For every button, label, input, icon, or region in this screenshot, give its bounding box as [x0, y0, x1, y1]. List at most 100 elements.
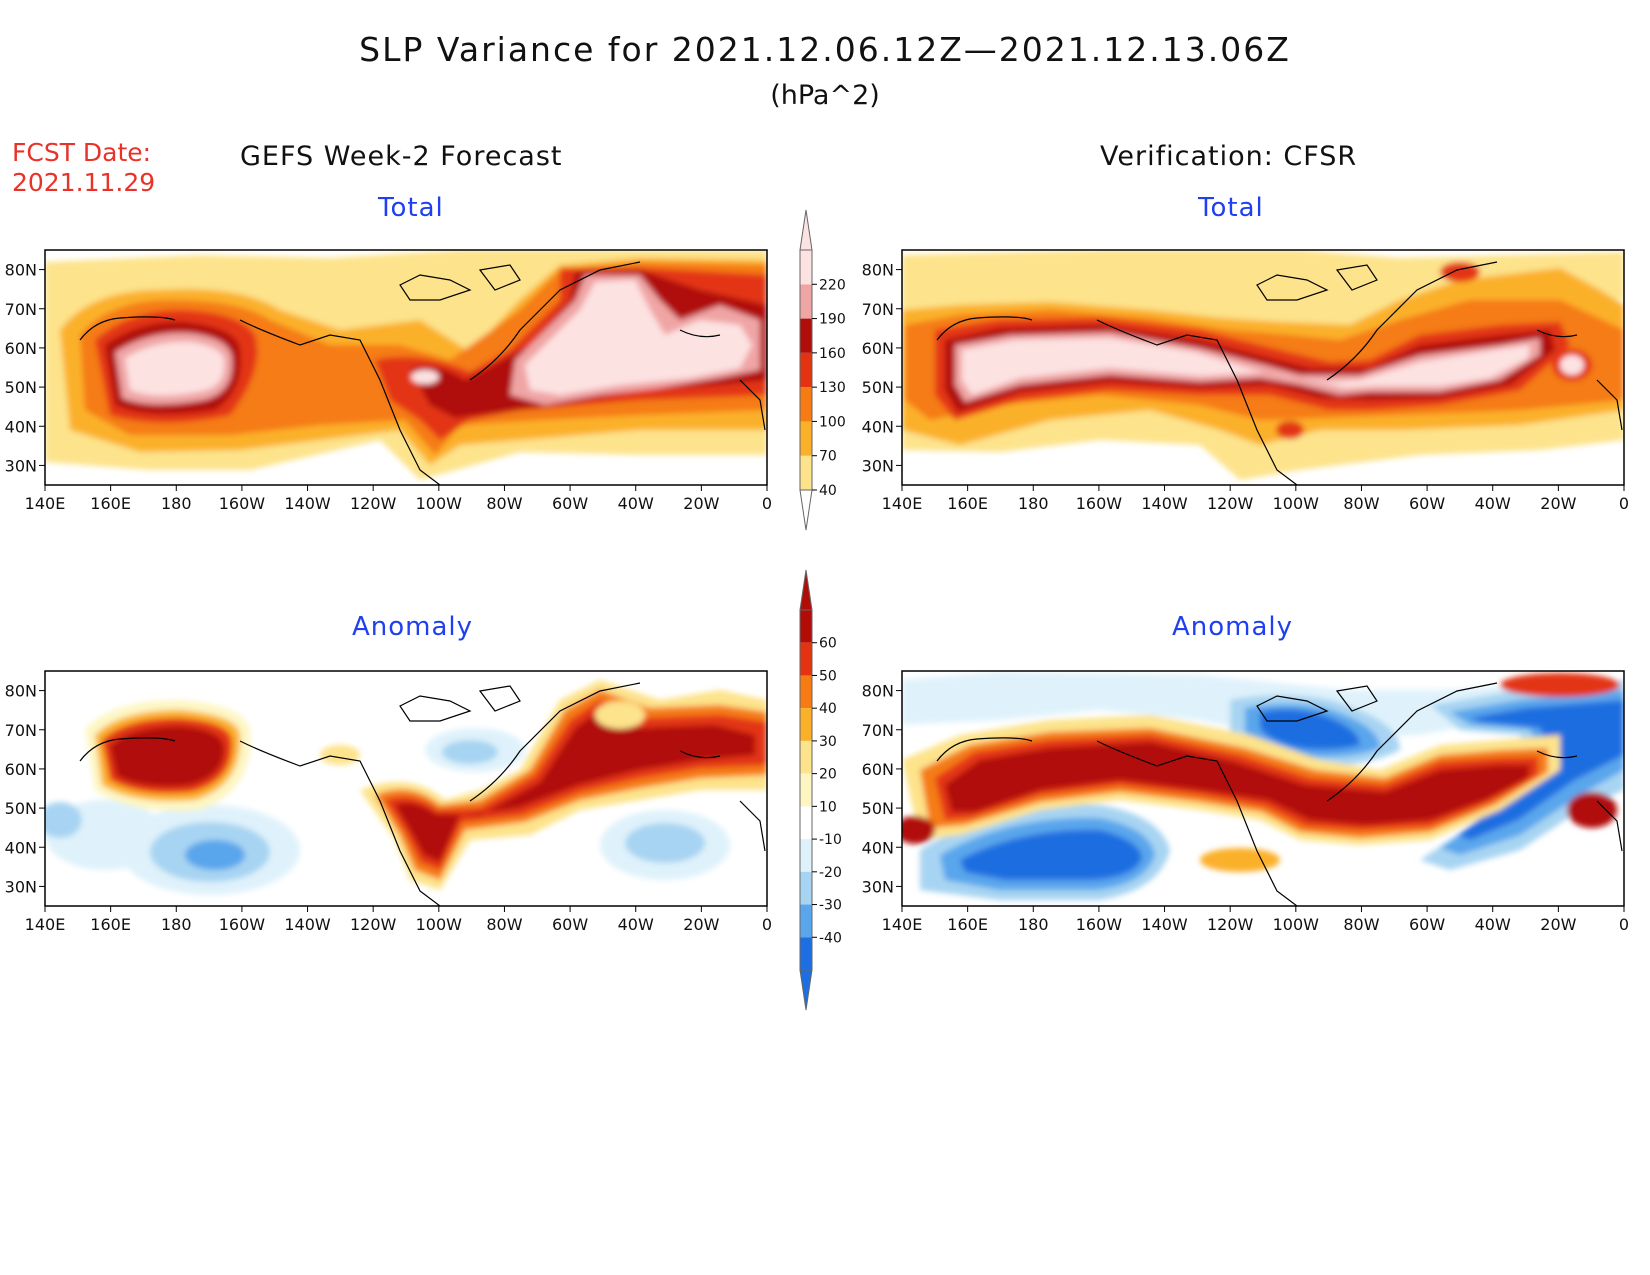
verification-total-lon-label: 160E	[947, 494, 988, 513]
forecast-anomaly-lon-label: 60W	[552, 915, 588, 934]
anomaly-colorbar-label: 50	[819, 668, 837, 684]
verification-anomaly-lon-label: 80W	[1343, 915, 1379, 934]
verification-total-lon-label: 160W	[1076, 494, 1123, 513]
anomaly-colorbar-label: -20	[819, 865, 842, 881]
verification-anomaly-lon-label: 120W	[1207, 915, 1254, 934]
forecast-total-frame	[44, 249, 768, 486]
forecast-total-lon-label: 180	[161, 494, 192, 513]
total-colorbar-label: 40	[819, 483, 837, 499]
anomaly-colorbar-segment	[800, 839, 812, 872]
verification-total-lat-label: 70N	[862, 300, 894, 319]
forecast-total-lon-label: 120W	[350, 494, 397, 513]
anomaly-colorbar-segment	[800, 937, 812, 970]
forecast-anomaly-lat-label: 60N	[5, 760, 37, 779]
forecast-column-title: GEFS Week-2 Forecast	[240, 141, 563, 172]
forecast-total-map	[45, 250, 767, 485]
verification-total-lon-label: 100W	[1273, 494, 1320, 513]
total-colorbar-label: 130	[819, 380, 846, 396]
forecast-total-lon-label: 80W	[486, 494, 522, 513]
anomaly-colorbar-label: 60	[819, 636, 837, 652]
verification-total-lat-label: 60N	[862, 339, 894, 358]
verification-total-lon-label: 180	[1018, 494, 1049, 513]
total-colorbar-segment	[800, 421, 812, 456]
total-colorbar-label: 160	[819, 346, 846, 362]
total-colorbar-segment	[800, 250, 812, 285]
anomaly-colorbar-label: -30	[819, 898, 842, 914]
verification-anomaly-lon-label: 20W	[1540, 915, 1576, 934]
forecast-total-lon-label: 160E	[90, 494, 131, 513]
verification-anomaly-lon-label: 40W	[1475, 915, 1511, 934]
anomaly-colorbar-segment	[800, 740, 812, 774]
forecast-total-lat-label: 40N	[5, 417, 37, 436]
verification-anomaly-lat-label: 50N	[862, 799, 894, 818]
anomaly-colorbar-label: 40	[819, 701, 837, 717]
forecast-anomaly-map	[45, 671, 767, 906]
verification-total-lon-label: 140W	[1141, 494, 1188, 513]
fcst-date: FCST Date: 2021.11.29	[12, 138, 212, 198]
forecast-anomaly-frame	[44, 670, 768, 907]
forecast-anomaly-lat-label: 80N	[5, 682, 37, 701]
forecast-total-lat-label: 80N	[5, 261, 37, 280]
forecast-total-lon-label: 160W	[219, 494, 266, 513]
verification-total-lon-label: 20W	[1540, 494, 1576, 513]
forecast-total-lon-label: 60W	[552, 494, 588, 513]
total-colorbar-segment	[800, 387, 812, 422]
forecast-anomaly-lat-label: 50N	[5, 799, 37, 818]
forecast-total-lon-label: 0	[762, 494, 772, 513]
verification-total-lat-label: 30N	[862, 456, 894, 475]
anomaly-colorbar-label: 10	[819, 799, 837, 815]
main-title: SLP Variance for 2021.12.06.12Z—2021.12.…	[359, 30, 1291, 69]
anomaly-colorbar-label: 30	[819, 734, 837, 750]
anomaly-colorbar-segment	[800, 871, 812, 905]
anomaly-colorbar-label: -40	[819, 930, 842, 946]
forecast-anomaly-lon-label: 40W	[618, 915, 654, 934]
anomaly-colorbar: 60 50 40 30 20 10 -10 -20 -30 -40	[799, 569, 842, 1011]
total-colorbar-label: 190	[819, 312, 846, 328]
forecast-total-lon-label: 40W	[618, 494, 654, 513]
anomaly-colorbar-segment	[800, 675, 812, 709]
forecast-anomaly-lon-label: 180	[161, 915, 192, 934]
total-colorbar: 40 70 100 130 160 190 220	[799, 209, 846, 531]
total-colorbar-segment	[800, 352, 812, 388]
verification-total-title: Total	[1198, 193, 1264, 223]
total-colorbar-label: 100	[819, 414, 846, 430]
forecast-total-lon-label: 140E	[25, 494, 66, 513]
forecast-anomaly-lon-label: 160W	[219, 915, 266, 934]
verification-anomaly-lon-label: 160E	[947, 915, 988, 934]
forecast-total-lat-label: 60N	[5, 339, 37, 358]
forecast-anomaly-lat-label: 70N	[5, 721, 37, 740]
forecast-total-lon-label: 100W	[416, 494, 463, 513]
forecast-anomaly-lon-label: 160E	[90, 915, 131, 934]
verification-anomaly-lat-label: 30N	[862, 877, 894, 896]
verification-total-lat-label: 80N	[862, 261, 894, 280]
total-colorbar-segment	[800, 455, 812, 490]
forecast-anomaly-lon-label: 120W	[350, 915, 397, 934]
verification-anomaly-lon-label: 180	[1018, 915, 1049, 934]
anomaly-colorbar-segment	[800, 904, 812, 938]
verification-total-map	[902, 250, 1624, 485]
anomaly-colorbar-segment	[800, 773, 812, 807]
forecast-anomaly-lon-label: 140E	[25, 915, 66, 934]
verification-anomaly-lon-label: 140W	[1141, 915, 1188, 934]
verification-column-title: Verification: CFSR	[1100, 141, 1358, 172]
anomaly-colorbar-segment	[800, 708, 812, 741]
forecast-anomaly-title: Anomaly	[352, 612, 474, 642]
forecast-total-lat-label: 50N	[5, 378, 37, 397]
forecast-anomaly-lon-label: 80W	[486, 915, 522, 934]
verification-total-lon-label: 60W	[1409, 494, 1445, 513]
verification-anomaly-lat-label: 40N	[862, 838, 894, 857]
verification-anomaly-lat-label: 70N	[862, 721, 894, 740]
total-colorbar-segment	[800, 284, 812, 319]
fcst-date-label: FCST Date:	[12, 138, 152, 167]
verification-anomaly-lon-label: 100W	[1273, 915, 1320, 934]
forecast-anomaly-lat-label: 30N	[5, 877, 37, 896]
verification-anomaly-lon-label: 160W	[1076, 915, 1123, 934]
verification-anomaly-lon-label: 0	[1619, 915, 1629, 934]
forecast-anomaly-lon-label: 140W	[284, 915, 331, 934]
forecast-total-lon-label: 20W	[683, 494, 719, 513]
verification-total-lon-label: 40W	[1475, 494, 1511, 513]
verification-anomaly-lat-label: 60N	[862, 760, 894, 779]
anomaly-colorbar-label: 20	[819, 767, 837, 783]
verification-total-lat-label: 50N	[862, 378, 894, 397]
